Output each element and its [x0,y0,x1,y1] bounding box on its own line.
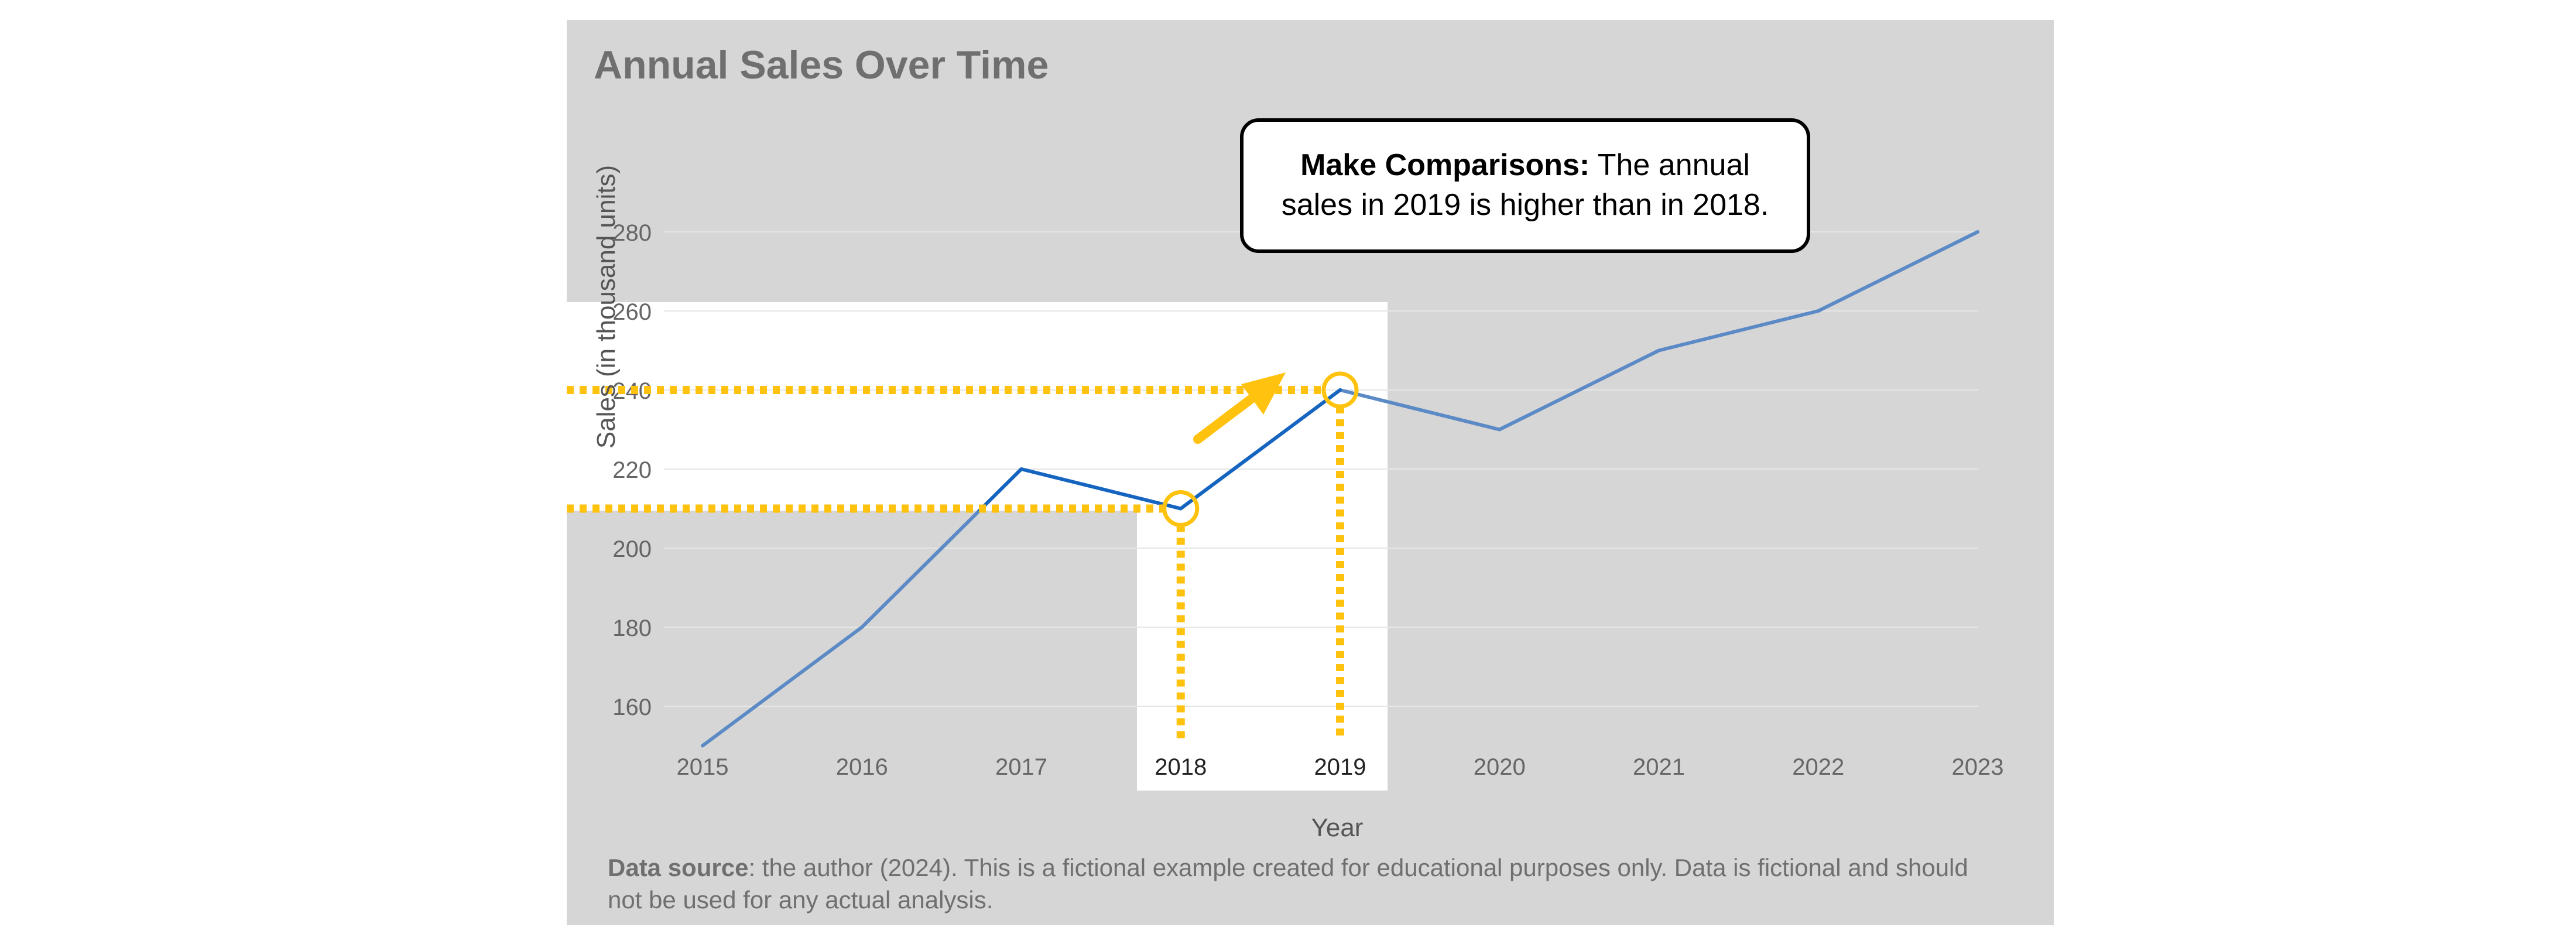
annotation-callout: Make Comparisons: The annual sales in 20… [1240,118,1810,253]
x-tick-label: 2023 [1952,754,2004,780]
y-tick-label: 180 [612,615,652,641]
data-source-label: Data source [608,854,749,881]
y-tick-label: 160 [612,695,652,720]
chart-panel: 1601802002202402602802015201620172018201… [567,20,2054,925]
highlight-circle [1321,371,1359,409]
data-source-text: : the author (2024). This is a fictional… [608,854,1968,914]
annotation-body: The annual sales in 2019 is higher than … [1281,148,1769,222]
highlight-circle [1162,490,1200,527]
y-tick-label: 280 [612,220,652,246]
x-tick-label: 2019 [1314,754,1366,780]
x-tick-label: 2021 [1633,754,1685,780]
x-tick-label: 2016 [836,754,888,780]
x-tick-label: 2017 [995,754,1047,780]
y-axis-label: Sales (in thousand units) [592,165,621,449]
focus-panel [567,302,1388,791]
x-tick-label: 2022 [1792,754,1844,780]
data-source-note: Data source: the author (2024). This is … [608,851,1989,916]
line-chart: 1601802002202402602802015201620172018201… [567,220,2004,791]
annotation-bold: Make Comparisons: [1300,148,1590,183]
chart-title: Annual Sales Over Time [594,43,1049,87]
y-tick-label: 200 [612,536,652,562]
x-tick-label: 2018 [1155,754,1207,780]
x-axis-label: Year [1311,813,1364,842]
y-tick-label: 220 [612,457,652,483]
annotation-text: Make Comparisons: The annual sales in 20… [1267,146,1783,225]
comparison-arrow [1193,395,1255,444]
arrow-head [1241,372,1286,415]
y-tick-label: 260 [612,299,652,325]
x-tick-label: 2015 [677,754,729,780]
x-tick-label: 2020 [1474,754,1526,780]
